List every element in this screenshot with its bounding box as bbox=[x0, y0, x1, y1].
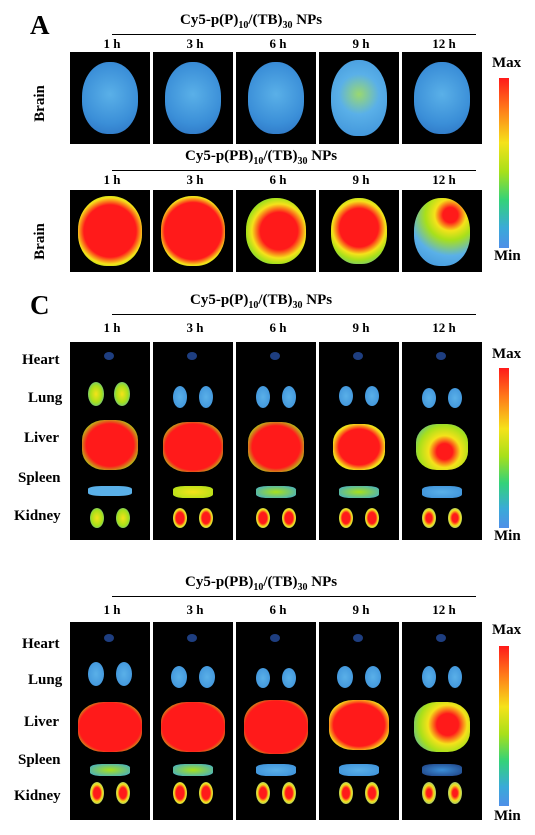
time-label: 9 h bbox=[352, 602, 370, 617]
brain-image bbox=[319, 190, 399, 272]
title-rule bbox=[112, 170, 476, 171]
color-scale-bar bbox=[499, 78, 509, 248]
scale-max-label: Max bbox=[492, 55, 522, 71]
brain-image bbox=[236, 190, 316, 272]
panel-letter-a: A bbox=[30, 10, 50, 40]
organ-label-liver: Liver bbox=[24, 714, 59, 730]
brain-image bbox=[153, 190, 233, 272]
scale-min-label: Min bbox=[494, 808, 521, 824]
time-label: 12 h bbox=[432, 602, 456, 617]
title-rule bbox=[112, 596, 476, 597]
organ-label-kidney: Kidney bbox=[14, 508, 61, 524]
time-label: 3 h bbox=[186, 602, 204, 617]
organ-image bbox=[153, 342, 233, 540]
brain-image bbox=[236, 52, 316, 144]
organ-label-liver: Liver bbox=[24, 430, 59, 446]
organ-image bbox=[153, 622, 233, 820]
organ-label-heart: Heart bbox=[22, 636, 60, 652]
time-label: 3 h bbox=[186, 36, 204, 51]
organ-label-spleen: Spleen bbox=[18, 752, 61, 768]
time-label: 3 h bbox=[186, 320, 204, 335]
group-title-a1: Cy5-p(P)10/(TB)30 NPs bbox=[180, 12, 323, 31]
time-label: 9 h bbox=[352, 36, 370, 51]
title-rule bbox=[112, 314, 476, 315]
organ-image bbox=[402, 342, 482, 540]
time-label: 9 h bbox=[352, 320, 370, 335]
title-rule bbox=[112, 34, 476, 35]
color-scale-bar bbox=[499, 368, 509, 528]
time-label: 6 h bbox=[269, 320, 287, 335]
time-label: 1 h bbox=[103, 172, 121, 187]
time-label: 6 h bbox=[269, 172, 287, 187]
brain-image bbox=[319, 52, 399, 144]
row-label-brain: Brain bbox=[31, 223, 48, 260]
organ-image bbox=[319, 342, 399, 540]
organ-label-kidney: Kidney bbox=[14, 788, 61, 804]
scale-max-label: Max bbox=[492, 346, 522, 362]
organ-image bbox=[70, 622, 150, 820]
group-title-c1: Cy5-p(P)10/(TB)30 NPs bbox=[190, 292, 333, 311]
time-label: 1 h bbox=[103, 36, 121, 51]
brain-image bbox=[70, 52, 150, 144]
time-label: 3 h bbox=[186, 172, 204, 187]
time-label: 6 h bbox=[269, 36, 287, 51]
organ-image bbox=[319, 622, 399, 820]
organ-label-spleen: Spleen bbox=[18, 470, 61, 486]
scale-min-label: Min bbox=[494, 248, 521, 264]
time-label: 12 h bbox=[432, 36, 456, 51]
brain-image bbox=[402, 190, 482, 272]
row-label-brain: Brain bbox=[31, 85, 48, 122]
panel-letter-c: C bbox=[30, 290, 50, 320]
organ-image bbox=[70, 342, 150, 540]
organ-image bbox=[236, 342, 316, 540]
scale-max-label: Max bbox=[492, 622, 522, 638]
time-label: 6 h bbox=[269, 602, 287, 617]
brain-image bbox=[153, 52, 233, 144]
organ-label-lung: Lung bbox=[28, 672, 63, 688]
color-scale-bar bbox=[499, 646, 509, 806]
brain-image bbox=[402, 52, 482, 144]
organ-label-heart: Heart bbox=[22, 352, 60, 368]
time-label: 1 h bbox=[103, 602, 121, 617]
time-label: 9 h bbox=[352, 172, 370, 187]
time-label: 12 h bbox=[432, 320, 456, 335]
organ-label-lung: Lung bbox=[28, 390, 63, 406]
scale-min-label: Min bbox=[494, 528, 521, 544]
organ-image bbox=[236, 622, 316, 820]
time-label: 12 h bbox=[432, 172, 456, 187]
brain-image bbox=[70, 190, 150, 272]
group-title-c2: Cy5-p(PB)10/(TB)30 NPs bbox=[185, 574, 338, 593]
organ-image bbox=[402, 622, 482, 820]
time-label: 1 h bbox=[103, 320, 121, 335]
group-title-a2: Cy5-p(PB)10/(TB)30 NPs bbox=[185, 148, 338, 167]
